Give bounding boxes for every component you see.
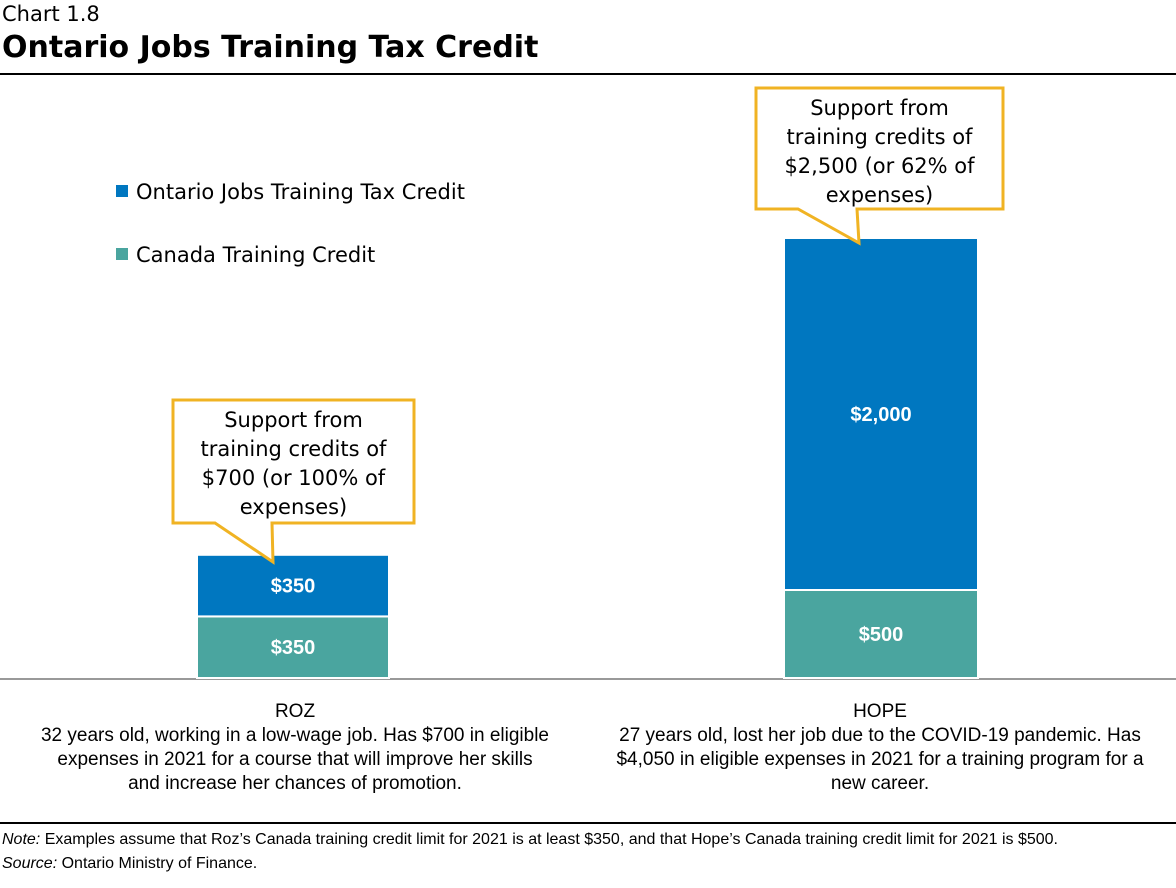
bar-segment	[783, 237, 979, 591]
footer-rule	[0, 822, 1176, 824]
chart-label: Chart 1.8	[2, 2, 100, 26]
callout-box	[754, 86, 1005, 246]
callout-box	[171, 398, 416, 565]
legend-label: Ontario Jobs Training Tax Credit	[136, 180, 465, 204]
category-description: 32 years old, working in a low-wage job.…	[40, 725, 549, 794]
note-text: Examples assume that Roz’s Canada traini…	[44, 831, 1058, 848]
bar-segment	[196, 553, 390, 618]
data-label: $2,000	[850, 404, 911, 426]
category-label: ROZ	[274, 701, 316, 722]
category-roz: ROZ 32 years old, working in a low-wage …	[40, 700, 550, 796]
category-description: 27 years old, lost her job due to the CO…	[616, 725, 1144, 794]
title-rule	[0, 73, 1176, 75]
note: Note: Examples assume that Roz’s Canada …	[2, 831, 1058, 849]
category-hope: HOPE 27 years old, lost her job due to t…	[600, 700, 1160, 796]
source-text: Ontario Ministry of Finance.	[61, 855, 258, 872]
legend-label: Canada Training Credit	[136, 243, 375, 267]
legend-swatch	[116, 185, 128, 197]
data-label: $350	[271, 576, 316, 598]
note-label: Note:	[2, 831, 41, 848]
callout-text: Support from training credits of $700 (or …	[201, 408, 388, 519]
bar-segment	[783, 589, 979, 679]
data-label: $350	[271, 637, 316, 659]
chart-title: Ontario Jobs Training Tax Credit	[2, 30, 539, 65]
source: Source: Ontario Ministry of Finance.	[2, 855, 257, 873]
legend-swatch	[116, 248, 128, 260]
data-label: $500	[859, 624, 904, 646]
callout-text: Support from training credits of $2,500 (o…	[784, 96, 975, 207]
category-label: HOPE	[853, 701, 907, 722]
source-label: Source:	[2, 855, 58, 872]
